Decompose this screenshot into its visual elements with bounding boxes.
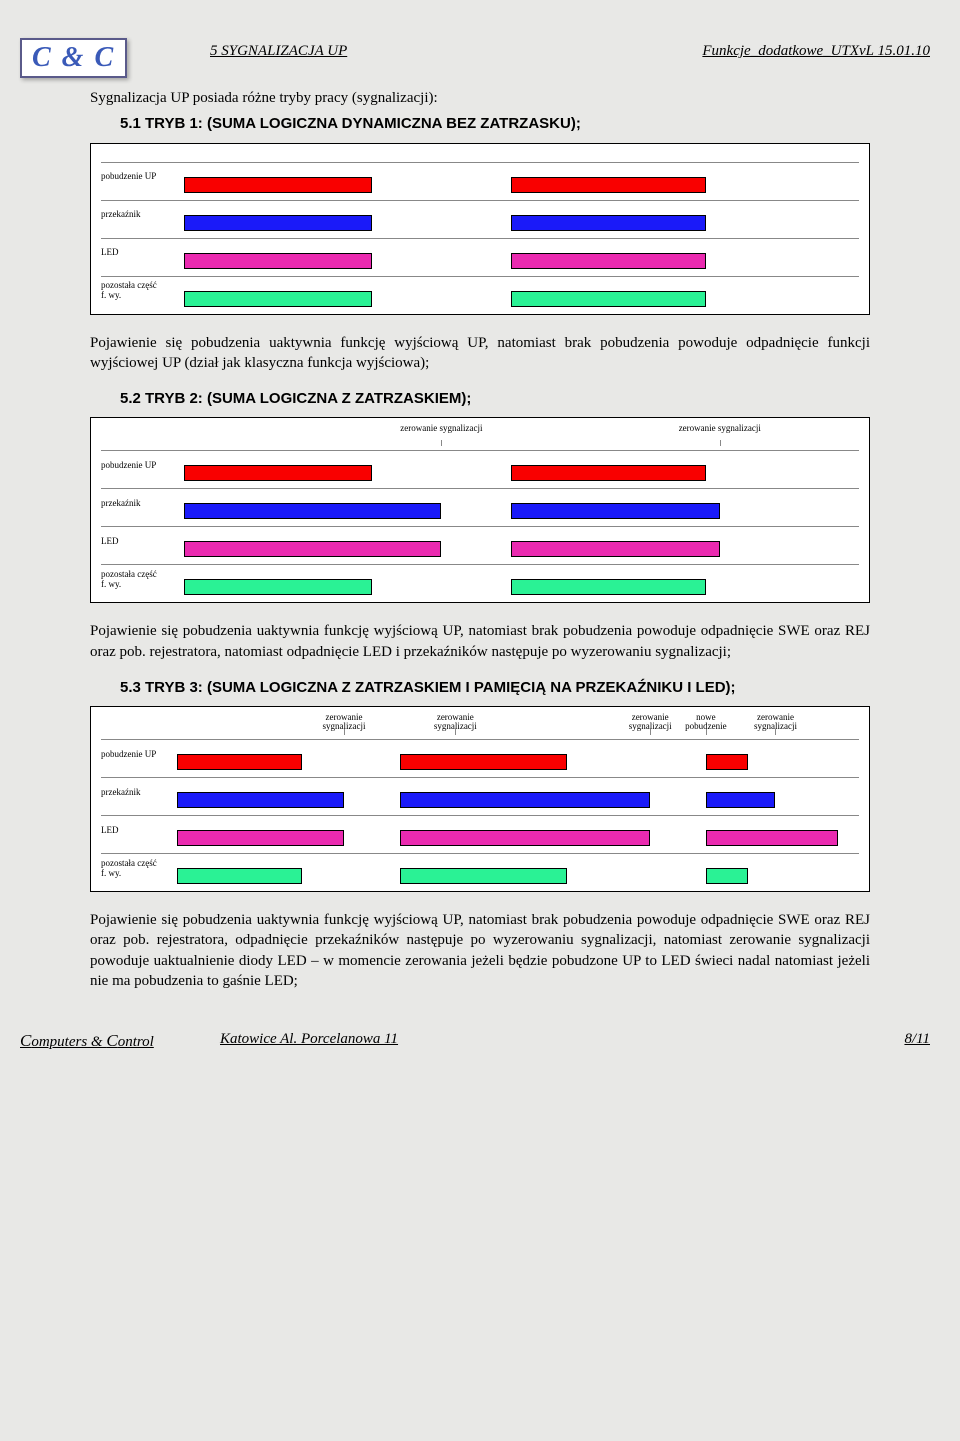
timing-row-track: [163, 277, 859, 306]
timing-row: LED: [101, 526, 859, 556]
timing-row-track: [163, 778, 859, 807]
timing-bar: [511, 503, 720, 519]
timing-bar: [184, 253, 372, 269]
timing-row: pobudzenie UP: [101, 739, 859, 769]
timing-row-track: [163, 163, 859, 192]
tryb2-chart: zerowanie sygnalizacjizerowanie sygnaliz…: [90, 417, 870, 603]
timing-row: LED: [101, 815, 859, 845]
timing-row-label: przekaźnik: [101, 499, 163, 509]
timing-bar: [184, 541, 442, 557]
timing-row-label: pozostała część f. wy.: [101, 281, 163, 301]
timing-bar: [511, 465, 706, 481]
timing-bar: [177, 830, 344, 846]
timing-bar: [706, 830, 838, 846]
timing-row: pozostała część f. wy.: [101, 276, 859, 306]
timing-bar: [400, 792, 651, 808]
timing-bar: [511, 215, 706, 231]
timing-bar: [184, 215, 372, 231]
timing-row-label: pobudzenie UP: [101, 461, 163, 471]
timing-row: LED: [101, 238, 859, 268]
timing-row: pozostała część f. wy.: [101, 853, 859, 883]
timing-row-label: pobudzenie UP: [101, 172, 163, 182]
tryb3-title: 5.3 TRYB 3: (SUMA LOGICZNA Z ZATRZASKIEM…: [120, 678, 870, 698]
timing-row-label: przekaźnik: [101, 788, 163, 798]
intro-text: Sygnalizacja UP posiada różne tryby prac…: [90, 88, 870, 108]
footer-address: Katowice Al. Porcelanowa 11: [220, 1031, 398, 1048]
timing-row-label: LED: [101, 826, 163, 836]
timing-bar: [177, 868, 302, 884]
timing-row-label: pozostała część f. wy.: [101, 859, 163, 879]
timing-bar: [177, 792, 344, 808]
doc-reference: Funkcje_dodatkowe_UTXvL 15.01.10: [702, 43, 930, 60]
timing-row-track: [163, 816, 859, 845]
timing-bar: [511, 177, 706, 193]
tryb2-para: Pojawienie się pobudzenia uaktywnia funk…: [90, 621, 870, 662]
timing-row: przekaźnik: [101, 200, 859, 230]
timing-row: przekaźnik: [101, 488, 859, 518]
tryb1-title: 5.1 TRYB 1: (SUMA LOGICZNA DYNAMICZNA BE…: [120, 114, 870, 134]
tryb1-para: Pojawienie się pobudzenia uaktywnia funk…: [90, 333, 870, 374]
tryb2-title: 5.2 TRYB 2: (SUMA LOGICZNA Z ZATRZASKIEM…: [120, 389, 870, 409]
timing-bar: [511, 253, 706, 269]
timing-bar: [400, 754, 567, 770]
tryb3-chart: zerowaniesygnalizacjizerowaniesygnalizac…: [90, 706, 870, 892]
timing-bar: [184, 503, 442, 519]
timing-bar: [184, 579, 372, 595]
timing-row: pobudzenie UP: [101, 450, 859, 480]
timing-row-track: [163, 451, 859, 480]
tryb3-para: Pojawienie się pobudzenia uaktywnia funk…: [90, 910, 870, 991]
timing-row-label: LED: [101, 248, 163, 258]
timing-bar: [706, 754, 748, 770]
timing-row-label: przekaźnik: [101, 210, 163, 220]
timing-row-label: LED: [101, 537, 163, 547]
page-footer: Computers & Control Katowice Al. Porcela…: [0, 1031, 960, 1055]
timing-bar: [400, 868, 567, 884]
timing-bar: [184, 291, 372, 307]
section-title-header: 5 SYGNALIZACJA UP: [210, 43, 347, 60]
timing-bar: [400, 830, 651, 846]
timing-row-track: [163, 489, 859, 518]
timing-row: pobudzenie UP: [101, 162, 859, 192]
timing-row-track: [163, 201, 859, 230]
timing-bar: [706, 792, 776, 808]
footer-company: Computers & Control: [20, 1031, 154, 1051]
timing-bar: [706, 868, 748, 884]
page-header: C & C 5 SYGNALIZACJA UP Funkcje_dodatkow…: [0, 20, 960, 64]
timing-bar: [511, 291, 706, 307]
tryb1-chart: pobudzenie UP przekaźnik LED pozostała częś…: [90, 143, 870, 315]
timing-bar: [177, 754, 302, 770]
timing-row-track: [163, 527, 859, 556]
timing-row-track: [163, 854, 859, 883]
timing-row-label: pozostała część f. wy.: [101, 570, 163, 590]
timing-bar: [184, 177, 372, 193]
timing-row: przekaźnik: [101, 777, 859, 807]
timing-row-track: [163, 740, 859, 769]
footer-page: 8/11: [904, 1031, 930, 1048]
timing-row-label: pobudzenie UP: [101, 750, 163, 760]
timing-row: pozostała część f. wy.: [101, 564, 859, 594]
timing-bar: [511, 541, 720, 557]
timing-row-track: [163, 565, 859, 594]
timing-bar: [511, 579, 706, 595]
content: Sygnalizacja UP posiada różne tryby prac…: [0, 88, 960, 991]
logo: C & C: [20, 38, 127, 78]
timing-row-track: [163, 239, 859, 268]
timing-bar: [184, 465, 372, 481]
